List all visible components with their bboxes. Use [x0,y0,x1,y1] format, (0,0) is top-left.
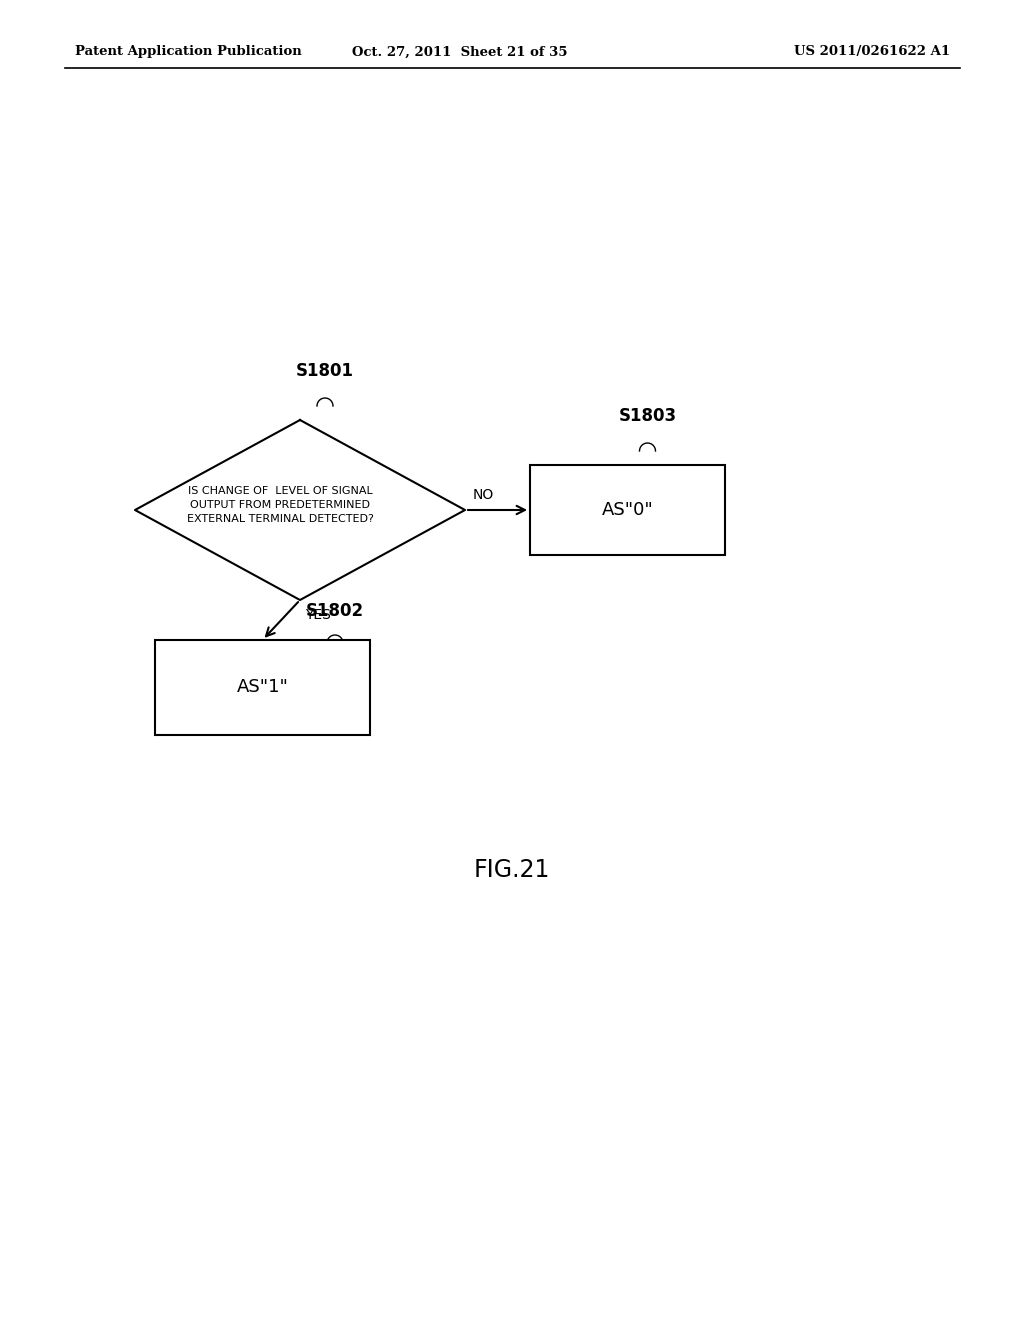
Text: US 2011/0261622 A1: US 2011/0261622 A1 [794,45,950,58]
Text: YES: YES [305,609,331,622]
Bar [530,465,725,554]
Text: S1802: S1802 [306,602,365,620]
Text: FIG.21: FIG.21 [474,858,550,882]
Text: AS"1": AS"1" [237,678,289,697]
Text: S1803: S1803 [618,407,677,425]
Text: AS"0": AS"0" [602,502,653,519]
Text: S1801: S1801 [296,362,354,380]
Bar [155,640,370,735]
Text: Oct. 27, 2011  Sheet 21 of 35: Oct. 27, 2011 Sheet 21 of 35 [352,45,567,58]
Text: NO: NO [473,488,495,502]
Text: Patent Application Publication: Patent Application Publication [75,45,302,58]
Text: IS CHANGE OF  LEVEL OF SIGNAL
OUTPUT FROM PREDETERMINED
EXTERNAL TERMINAL DETECT: IS CHANGE OF LEVEL OF SIGNAL OUTPUT FROM… [186,486,374,524]
